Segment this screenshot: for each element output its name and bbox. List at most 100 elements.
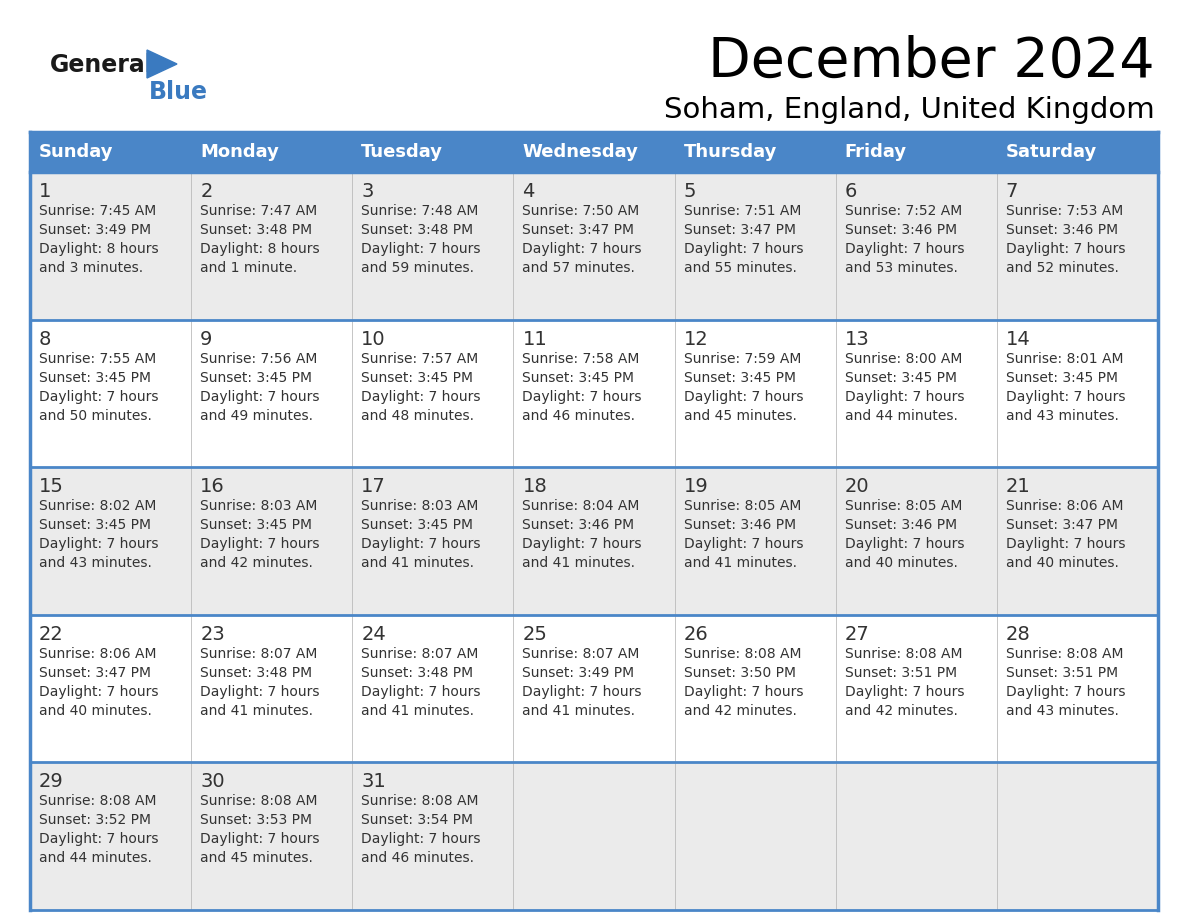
Text: Sunrise: 8:08 AM: Sunrise: 8:08 AM xyxy=(361,794,479,809)
Text: 25: 25 xyxy=(523,625,548,644)
Text: Daylight: 8 hours: Daylight: 8 hours xyxy=(39,242,159,256)
Text: Sunset: 3:45 PM: Sunset: 3:45 PM xyxy=(39,518,151,532)
Text: and 43 minutes.: and 43 minutes. xyxy=(39,556,152,570)
Text: 19: 19 xyxy=(683,477,708,497)
Text: Sunset: 3:46 PM: Sunset: 3:46 PM xyxy=(845,223,956,237)
Text: Sunrise: 8:01 AM: Sunrise: 8:01 AM xyxy=(1006,352,1124,365)
Text: Thursday: Thursday xyxy=(683,143,777,161)
Bar xyxy=(30,467,1158,615)
Text: 2: 2 xyxy=(200,182,213,201)
Text: Daylight: 7 hours: Daylight: 7 hours xyxy=(845,537,965,551)
Text: Sunrise: 7:55 AM: Sunrise: 7:55 AM xyxy=(39,352,157,365)
Text: 30: 30 xyxy=(200,772,225,791)
Text: Sunset: 3:45 PM: Sunset: 3:45 PM xyxy=(200,518,312,532)
Text: Sunset: 3:45 PM: Sunset: 3:45 PM xyxy=(39,371,151,385)
Text: Sunrise: 8:07 AM: Sunrise: 8:07 AM xyxy=(361,647,479,661)
Text: Daylight: 7 hours: Daylight: 7 hours xyxy=(845,389,965,404)
Text: Sunrise: 7:48 AM: Sunrise: 7:48 AM xyxy=(361,204,479,218)
Text: Sunrise: 7:47 AM: Sunrise: 7:47 AM xyxy=(200,204,317,218)
Text: Sunset: 3:46 PM: Sunset: 3:46 PM xyxy=(683,518,796,532)
Text: and 46 minutes.: and 46 minutes. xyxy=(361,851,474,866)
Text: Sunset: 3:46 PM: Sunset: 3:46 PM xyxy=(523,518,634,532)
Text: Daylight: 7 hours: Daylight: 7 hours xyxy=(523,389,642,404)
Text: Sunset: 3:45 PM: Sunset: 3:45 PM xyxy=(845,371,956,385)
Text: Daylight: 7 hours: Daylight: 7 hours xyxy=(845,685,965,699)
Text: Sunset: 3:45 PM: Sunset: 3:45 PM xyxy=(523,371,634,385)
Text: Sunset: 3:51 PM: Sunset: 3:51 PM xyxy=(845,666,956,680)
Text: and 50 minutes.: and 50 minutes. xyxy=(39,409,152,422)
Polygon shape xyxy=(147,50,177,78)
Text: Sunset: 3:47 PM: Sunset: 3:47 PM xyxy=(683,223,796,237)
Text: Sunset: 3:54 PM: Sunset: 3:54 PM xyxy=(361,813,473,827)
Text: Sunset: 3:48 PM: Sunset: 3:48 PM xyxy=(200,666,312,680)
Text: and 52 minutes.: and 52 minutes. xyxy=(1006,261,1119,275)
Text: Sunset: 3:46 PM: Sunset: 3:46 PM xyxy=(845,518,956,532)
Text: and 41 minutes.: and 41 minutes. xyxy=(361,556,474,570)
Text: 24: 24 xyxy=(361,625,386,644)
Text: Daylight: 7 hours: Daylight: 7 hours xyxy=(39,389,158,404)
Text: Daylight: 7 hours: Daylight: 7 hours xyxy=(200,537,320,551)
Bar xyxy=(30,615,1158,763)
Bar xyxy=(30,319,1158,467)
Text: Sunrise: 8:08 AM: Sunrise: 8:08 AM xyxy=(1006,647,1124,661)
Bar xyxy=(30,172,1158,319)
Text: Daylight: 7 hours: Daylight: 7 hours xyxy=(39,833,158,846)
Text: 29: 29 xyxy=(39,772,64,791)
Text: Sunrise: 7:52 AM: Sunrise: 7:52 AM xyxy=(845,204,962,218)
Bar xyxy=(30,132,1158,172)
Text: Sunrise: 8:08 AM: Sunrise: 8:08 AM xyxy=(683,647,801,661)
Text: and 41 minutes.: and 41 minutes. xyxy=(200,704,314,718)
Text: Sunrise: 8:00 AM: Sunrise: 8:00 AM xyxy=(845,352,962,365)
Text: 5: 5 xyxy=(683,182,696,201)
Text: and 43 minutes.: and 43 minutes. xyxy=(1006,704,1119,718)
Text: 23: 23 xyxy=(200,625,225,644)
Text: Sunset: 3:45 PM: Sunset: 3:45 PM xyxy=(361,371,473,385)
Text: 6: 6 xyxy=(845,182,857,201)
Text: Daylight: 7 hours: Daylight: 7 hours xyxy=(361,537,481,551)
Text: Daylight: 7 hours: Daylight: 7 hours xyxy=(523,242,642,256)
Text: Sunrise: 8:05 AM: Sunrise: 8:05 AM xyxy=(683,499,801,513)
Text: 27: 27 xyxy=(845,625,870,644)
Text: Sunset: 3:47 PM: Sunset: 3:47 PM xyxy=(523,223,634,237)
Text: Blue: Blue xyxy=(148,80,208,104)
Text: Sunset: 3:49 PM: Sunset: 3:49 PM xyxy=(39,223,151,237)
Text: Daylight: 7 hours: Daylight: 7 hours xyxy=(39,537,158,551)
Text: 1: 1 xyxy=(39,182,51,201)
Text: 9: 9 xyxy=(200,330,213,349)
Text: Daylight: 7 hours: Daylight: 7 hours xyxy=(845,242,965,256)
Text: Sunrise: 8:08 AM: Sunrise: 8:08 AM xyxy=(39,794,157,809)
Text: 14: 14 xyxy=(1006,330,1031,349)
Bar xyxy=(30,763,1158,910)
Text: Sunset: 3:48 PM: Sunset: 3:48 PM xyxy=(361,666,473,680)
Text: Daylight: 7 hours: Daylight: 7 hours xyxy=(1006,685,1125,699)
Text: Sunset: 3:47 PM: Sunset: 3:47 PM xyxy=(1006,518,1118,532)
Text: Daylight: 7 hours: Daylight: 7 hours xyxy=(683,389,803,404)
Text: Sunset: 3:45 PM: Sunset: 3:45 PM xyxy=(683,371,796,385)
Text: Sunset: 3:48 PM: Sunset: 3:48 PM xyxy=(361,223,473,237)
Text: Sunrise: 7:45 AM: Sunrise: 7:45 AM xyxy=(39,204,157,218)
Text: Sunset: 3:49 PM: Sunset: 3:49 PM xyxy=(523,666,634,680)
Text: and 42 minutes.: and 42 minutes. xyxy=(845,704,958,718)
Text: Sunrise: 8:03 AM: Sunrise: 8:03 AM xyxy=(361,499,479,513)
Text: Daylight: 7 hours: Daylight: 7 hours xyxy=(683,537,803,551)
Text: Daylight: 7 hours: Daylight: 7 hours xyxy=(361,389,481,404)
Text: 31: 31 xyxy=(361,772,386,791)
Text: 28: 28 xyxy=(1006,625,1031,644)
Text: 4: 4 xyxy=(523,182,535,201)
Text: Daylight: 8 hours: Daylight: 8 hours xyxy=(200,242,320,256)
Text: 21: 21 xyxy=(1006,477,1031,497)
Text: December 2024: December 2024 xyxy=(708,35,1155,89)
Text: and 44 minutes.: and 44 minutes. xyxy=(39,851,152,866)
Text: Friday: Friday xyxy=(845,143,906,161)
Text: and 45 minutes.: and 45 minutes. xyxy=(200,851,312,866)
Text: Daylight: 7 hours: Daylight: 7 hours xyxy=(1006,537,1125,551)
Text: 16: 16 xyxy=(200,477,225,497)
Text: and 53 minutes.: and 53 minutes. xyxy=(845,261,958,275)
Text: and 40 minutes.: and 40 minutes. xyxy=(1006,556,1119,570)
Text: Daylight: 7 hours: Daylight: 7 hours xyxy=(1006,389,1125,404)
Text: 22: 22 xyxy=(39,625,64,644)
Text: and 49 minutes.: and 49 minutes. xyxy=(200,409,314,422)
Text: Daylight: 7 hours: Daylight: 7 hours xyxy=(200,685,320,699)
Text: Sunrise: 8:05 AM: Sunrise: 8:05 AM xyxy=(845,499,962,513)
Text: Daylight: 7 hours: Daylight: 7 hours xyxy=(523,685,642,699)
